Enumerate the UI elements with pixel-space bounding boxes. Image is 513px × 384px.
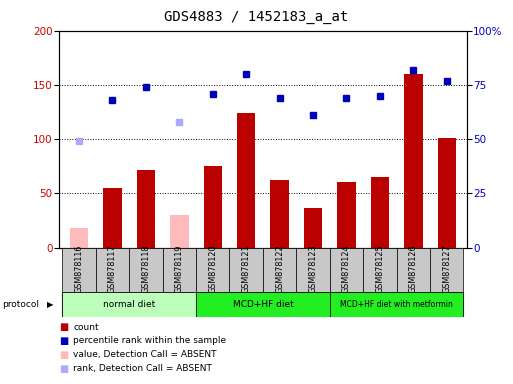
Text: GSM878121: GSM878121 (242, 245, 251, 293)
Text: MCD+HF diet with metformin: MCD+HF diet with metformin (340, 300, 453, 309)
Text: GSM878123: GSM878123 (308, 245, 318, 293)
Text: protocol: protocol (3, 300, 40, 309)
Text: GSM878118: GSM878118 (142, 245, 150, 293)
Bar (103, 188, 122, 248)
Text: count: count (73, 323, 99, 332)
Text: GSM878116: GSM878116 (74, 245, 84, 293)
Text: ■: ■ (59, 364, 68, 374)
Bar (70, 228, 88, 248)
Bar (330, 292, 463, 317)
Bar (170, 215, 189, 248)
Bar (371, 177, 389, 248)
Bar (263, 248, 297, 292)
Bar (404, 74, 423, 248)
Bar (330, 248, 363, 292)
Text: percentile rank within the sample: percentile rank within the sample (73, 336, 226, 346)
Text: GSM878120: GSM878120 (208, 245, 218, 293)
Bar (237, 113, 255, 248)
Bar (163, 248, 196, 292)
Bar (438, 138, 456, 248)
Text: normal diet: normal diet (103, 300, 155, 309)
Bar (196, 292, 330, 317)
Text: GSM878124: GSM878124 (342, 245, 351, 293)
Bar (129, 248, 163, 292)
Text: value, Detection Call = ABSENT: value, Detection Call = ABSENT (73, 350, 217, 359)
Bar (229, 248, 263, 292)
Text: GSM878117: GSM878117 (108, 245, 117, 293)
Text: GSM878126: GSM878126 (409, 245, 418, 293)
Bar (204, 166, 222, 248)
Text: rank, Detection Call = ABSENT: rank, Detection Call = ABSENT (73, 364, 212, 373)
Text: GSM878125: GSM878125 (376, 245, 384, 293)
Text: ■: ■ (59, 322, 68, 332)
Bar (363, 248, 397, 292)
Text: GSM878122: GSM878122 (275, 245, 284, 293)
Text: GSM878127: GSM878127 (442, 245, 451, 293)
Bar (337, 182, 356, 248)
Bar (397, 248, 430, 292)
Text: MCD+HF diet: MCD+HF diet (232, 300, 293, 309)
Text: GDS4883 / 1452183_a_at: GDS4883 / 1452183_a_at (164, 10, 349, 23)
Bar (270, 180, 289, 248)
Bar (63, 248, 96, 292)
Text: ■: ■ (59, 350, 68, 360)
Bar (196, 248, 229, 292)
Bar (304, 207, 322, 248)
Bar (63, 292, 196, 317)
Bar (297, 248, 330, 292)
Bar (96, 248, 129, 292)
Bar (430, 248, 463, 292)
Text: ■: ■ (59, 336, 68, 346)
Text: GSM878119: GSM878119 (175, 245, 184, 293)
Bar (137, 170, 155, 248)
Text: ▶: ▶ (47, 300, 53, 309)
